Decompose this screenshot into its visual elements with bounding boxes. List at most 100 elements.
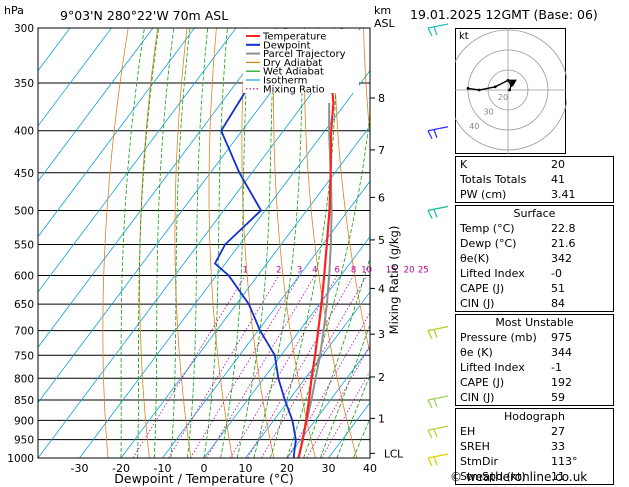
index-row: Lifted Index -1 — [456, 360, 613, 375]
dewpoint-line — [213, 28, 297, 458]
index-row: Totals Totals 41 — [456, 172, 613, 187]
mixing-ratio-line — [190, 275, 300, 458]
hodograph-point — [466, 87, 470, 90]
dry-adiabat-line — [333, 28, 370, 355]
wind-barbs — [427, 23, 449, 467]
wind-barb — [427, 126, 449, 140]
index-label: PW (cm) — [460, 188, 507, 201]
index-row: SREH 33 — [456, 439, 613, 454]
wet-adiabat-line — [353, 417, 370, 458]
hodograph-ring-label: 20 — [498, 93, 508, 102]
lcl-label: LCL — [384, 448, 403, 460]
dry-adiabat-line — [422, 28, 455, 458]
wind-barb-staff — [427, 126, 449, 132]
wet-adiabat-line — [303, 256, 370, 458]
index-value: 11 — [551, 470, 565, 483]
mixing-ratio-label: 1 — [242, 266, 247, 276]
pressure-axis-labels: 300 350 400 450 500 550 600 650 700 750 800 850 900 9… — [7, 23, 34, 465]
asl-label: ASL — [374, 17, 396, 30]
index-label: SREH — [460, 440, 490, 453]
wind-barb-staff — [427, 205, 449, 212]
credit-text[interactable]: © weatheronline.co.uk — [450, 470, 588, 484]
mixing-ratio-line — [132, 275, 246, 458]
mixing-ratio-label: 4 — [312, 266, 317, 276]
hodograph-ring-label: 30 — [484, 107, 494, 116]
dry-adiabat-line — [363, 28, 370, 138]
legend-label: Dry Adiabat — [263, 58, 322, 69]
mixing-ratio-label: 3 — [297, 266, 302, 276]
pressure-tick-label: 700 — [14, 326, 34, 338]
wet-adiabat-line — [203, 28, 228, 458]
index-value: 59 — [551, 391, 565, 404]
indices-box: K 20 Totals Totals 41 PW (cm) 3.41 — [455, 156, 614, 203]
index-value: -0 — [551, 267, 562, 280]
isotherm-line — [38, 28, 71, 72]
mixing-ratio-label: 25 — [418, 266, 429, 276]
index-row: StmSpd (kt) 11 — [456, 469, 613, 484]
index-row: CIN (J) 59 — [456, 390, 613, 405]
index-value: 342 — [551, 252, 572, 265]
wind-barb-flag — [427, 330, 433, 339]
dry-adiabat-line — [139, 28, 158, 458]
dry-adiabat-line — [303, 28, 358, 458]
mixing-ratio-line — [206, 275, 316, 458]
wind-barb-flag — [433, 428, 438, 438]
hodograph-point — [493, 85, 497, 89]
mixing-ratio-label: 8 — [351, 266, 356, 276]
temperature-tick-label: 40 — [363, 462, 377, 475]
altitude-tick-label: 3 — [378, 328, 385, 341]
wind-barb-staff — [427, 453, 449, 459]
index-row: θe (K) 344 — [456, 345, 613, 360]
index-label: StmSpd (kt) — [460, 470, 526, 483]
pressure-tick-label: 900 — [14, 415, 34, 427]
wind-barb-flag — [427, 399, 433, 409]
index-row: Pressure (mb) 975 — [456, 330, 613, 345]
hodograph: kt 20 30 40 — [455, 28, 567, 154]
hodograph-unit-label: kt — [459, 31, 469, 42]
pressure-tick-label: 400 — [14, 126, 34, 138]
pressure-tick-label: 800 — [14, 373, 34, 385]
mixing-ratio-line — [287, 311, 370, 458]
wet-adiabat-line — [170, 28, 191, 458]
wet-adiabat-line — [120, 28, 145, 458]
wind-barb-flag — [427, 210, 433, 219]
altitude-tick-label: 6 — [378, 191, 385, 204]
index-row: Dewp (°C) 21.6 — [456, 236, 613, 251]
most-unstable-box: Most Unstable Pressure (mb) 975 θe (K) 344 L… — [455, 314, 614, 406]
index-value: 113° — [551, 455, 578, 468]
wind-barb-flag — [433, 209, 438, 218]
hodograph-trace — [466, 79, 517, 92]
altitude-tick-label: 5 — [378, 234, 385, 247]
wind-barb-staff — [427, 325, 449, 332]
wind-barb — [427, 23, 449, 37]
index-label: Temp (°C) — [460, 222, 515, 235]
wet-adiabat-line — [153, 28, 175, 458]
mixing-ratio-line — [168, 275, 280, 458]
dry-adiabat-line — [393, 28, 455, 458]
hodograph-ring-label: 40 — [469, 122, 479, 131]
isotherm-line — [79, 70, 370, 458]
legend-label: Mixing Ratio — [263, 84, 325, 95]
isotherm-line — [120, 125, 370, 458]
isotherm-line — [38, 28, 112, 127]
mixing-ratio-lines — [132, 275, 370, 458]
altitude-tick-label: 4 — [378, 282, 385, 295]
index-value: 975 — [551, 331, 572, 344]
index-label: θe (K) — [460, 346, 493, 359]
wet-adiabat-line — [187, 28, 209, 458]
index-label: Pressure (mb) — [460, 331, 537, 344]
index-row: K 20 — [456, 157, 613, 172]
wet-adiabat-line — [220, 28, 250, 458]
legend-label: Dewpoint — [263, 40, 311, 51]
isotherm-line — [38, 28, 320, 404]
index-label: CIN (J) — [460, 297, 495, 310]
location-title: 9°03'N 280°22'W 70m ASL — [60, 8, 228, 23]
datetime-label: 19.01.2025 12GMT (Base: 06) — [410, 7, 598, 22]
wet-adiabat-line — [270, 28, 339, 458]
index-row: Lifted Index -0 — [456, 266, 613, 281]
isotherm-line — [38, 28, 361, 458]
index-value: 51 — [551, 282, 565, 295]
wind-barb-flag — [427, 27, 433, 37]
index-row: CAPE (J) 192 — [456, 375, 613, 390]
wind-barb-staff — [427, 23, 449, 29]
